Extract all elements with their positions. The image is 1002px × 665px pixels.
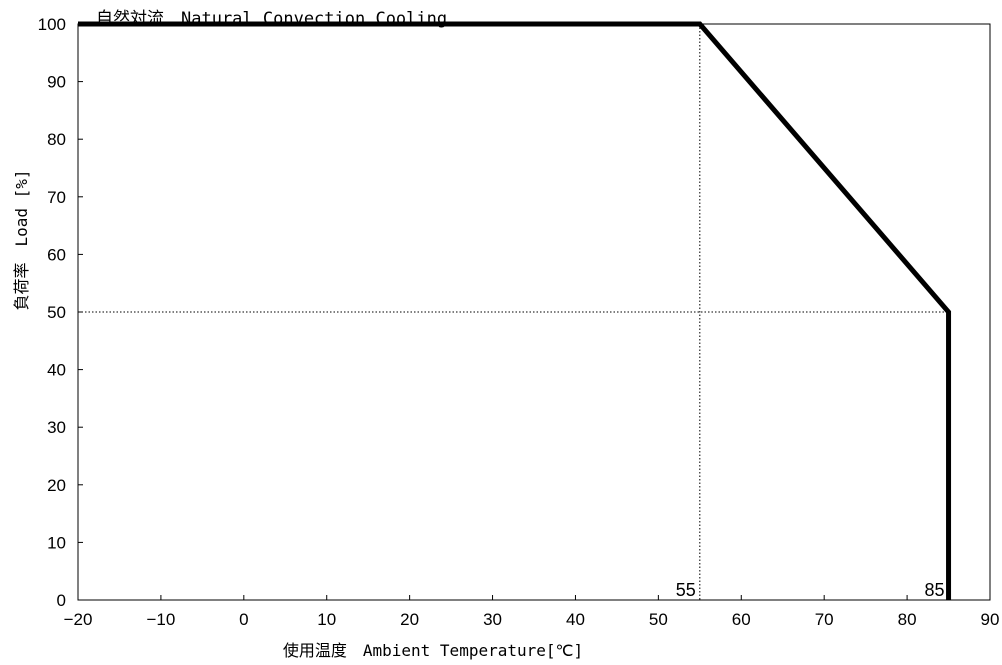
y-tick-label: 100 [38,15,66,34]
y-axis-label: 負荷率 Load [%] [12,169,31,310]
x-tick-label: 90 [981,610,1000,629]
annotation-label: 85 [925,580,945,600]
x-tick-label: 70 [815,610,834,629]
annotations: 55 85 [676,580,945,600]
x-axis-label: 使用温度 Ambient Temperature[℃] [283,641,583,660]
y-tick-label: 0 [57,591,66,610]
derating-curve [78,21,952,600]
y-tick-label: 80 [47,130,66,149]
y-axis: 0 10 20 30 40 50 60 70 80 90 100 [38,15,83,610]
annotation-label: 55 [676,580,696,600]
reference-lines [78,24,949,600]
y-tick-label: 90 [47,73,66,92]
y-tick-label: 60 [47,245,66,264]
series-group [78,21,952,600]
x-tick-label: −20 [64,610,93,629]
y-tick-label: 10 [47,533,66,552]
x-axis: −20 −10 0 10 20 30 40 50 60 70 80 90 [64,595,1000,629]
y-tick-label: 40 [47,361,66,380]
y-tick-label: 70 [47,188,66,207]
y-tick-label: 30 [47,418,66,437]
x-tick-label: 60 [732,610,751,629]
x-tick-label: 0 [239,610,248,629]
x-tick-label: −10 [146,610,175,629]
x-tick-label: 40 [566,610,585,629]
x-tick-label: 80 [898,610,917,629]
y-tick-label: 20 [47,476,66,495]
x-tick-label: 10 [317,610,336,629]
y-tick-label: 50 [47,303,66,322]
x-tick-label: 20 [400,610,419,629]
x-tick-label: 30 [483,610,502,629]
x-tick-label: 50 [649,610,668,629]
